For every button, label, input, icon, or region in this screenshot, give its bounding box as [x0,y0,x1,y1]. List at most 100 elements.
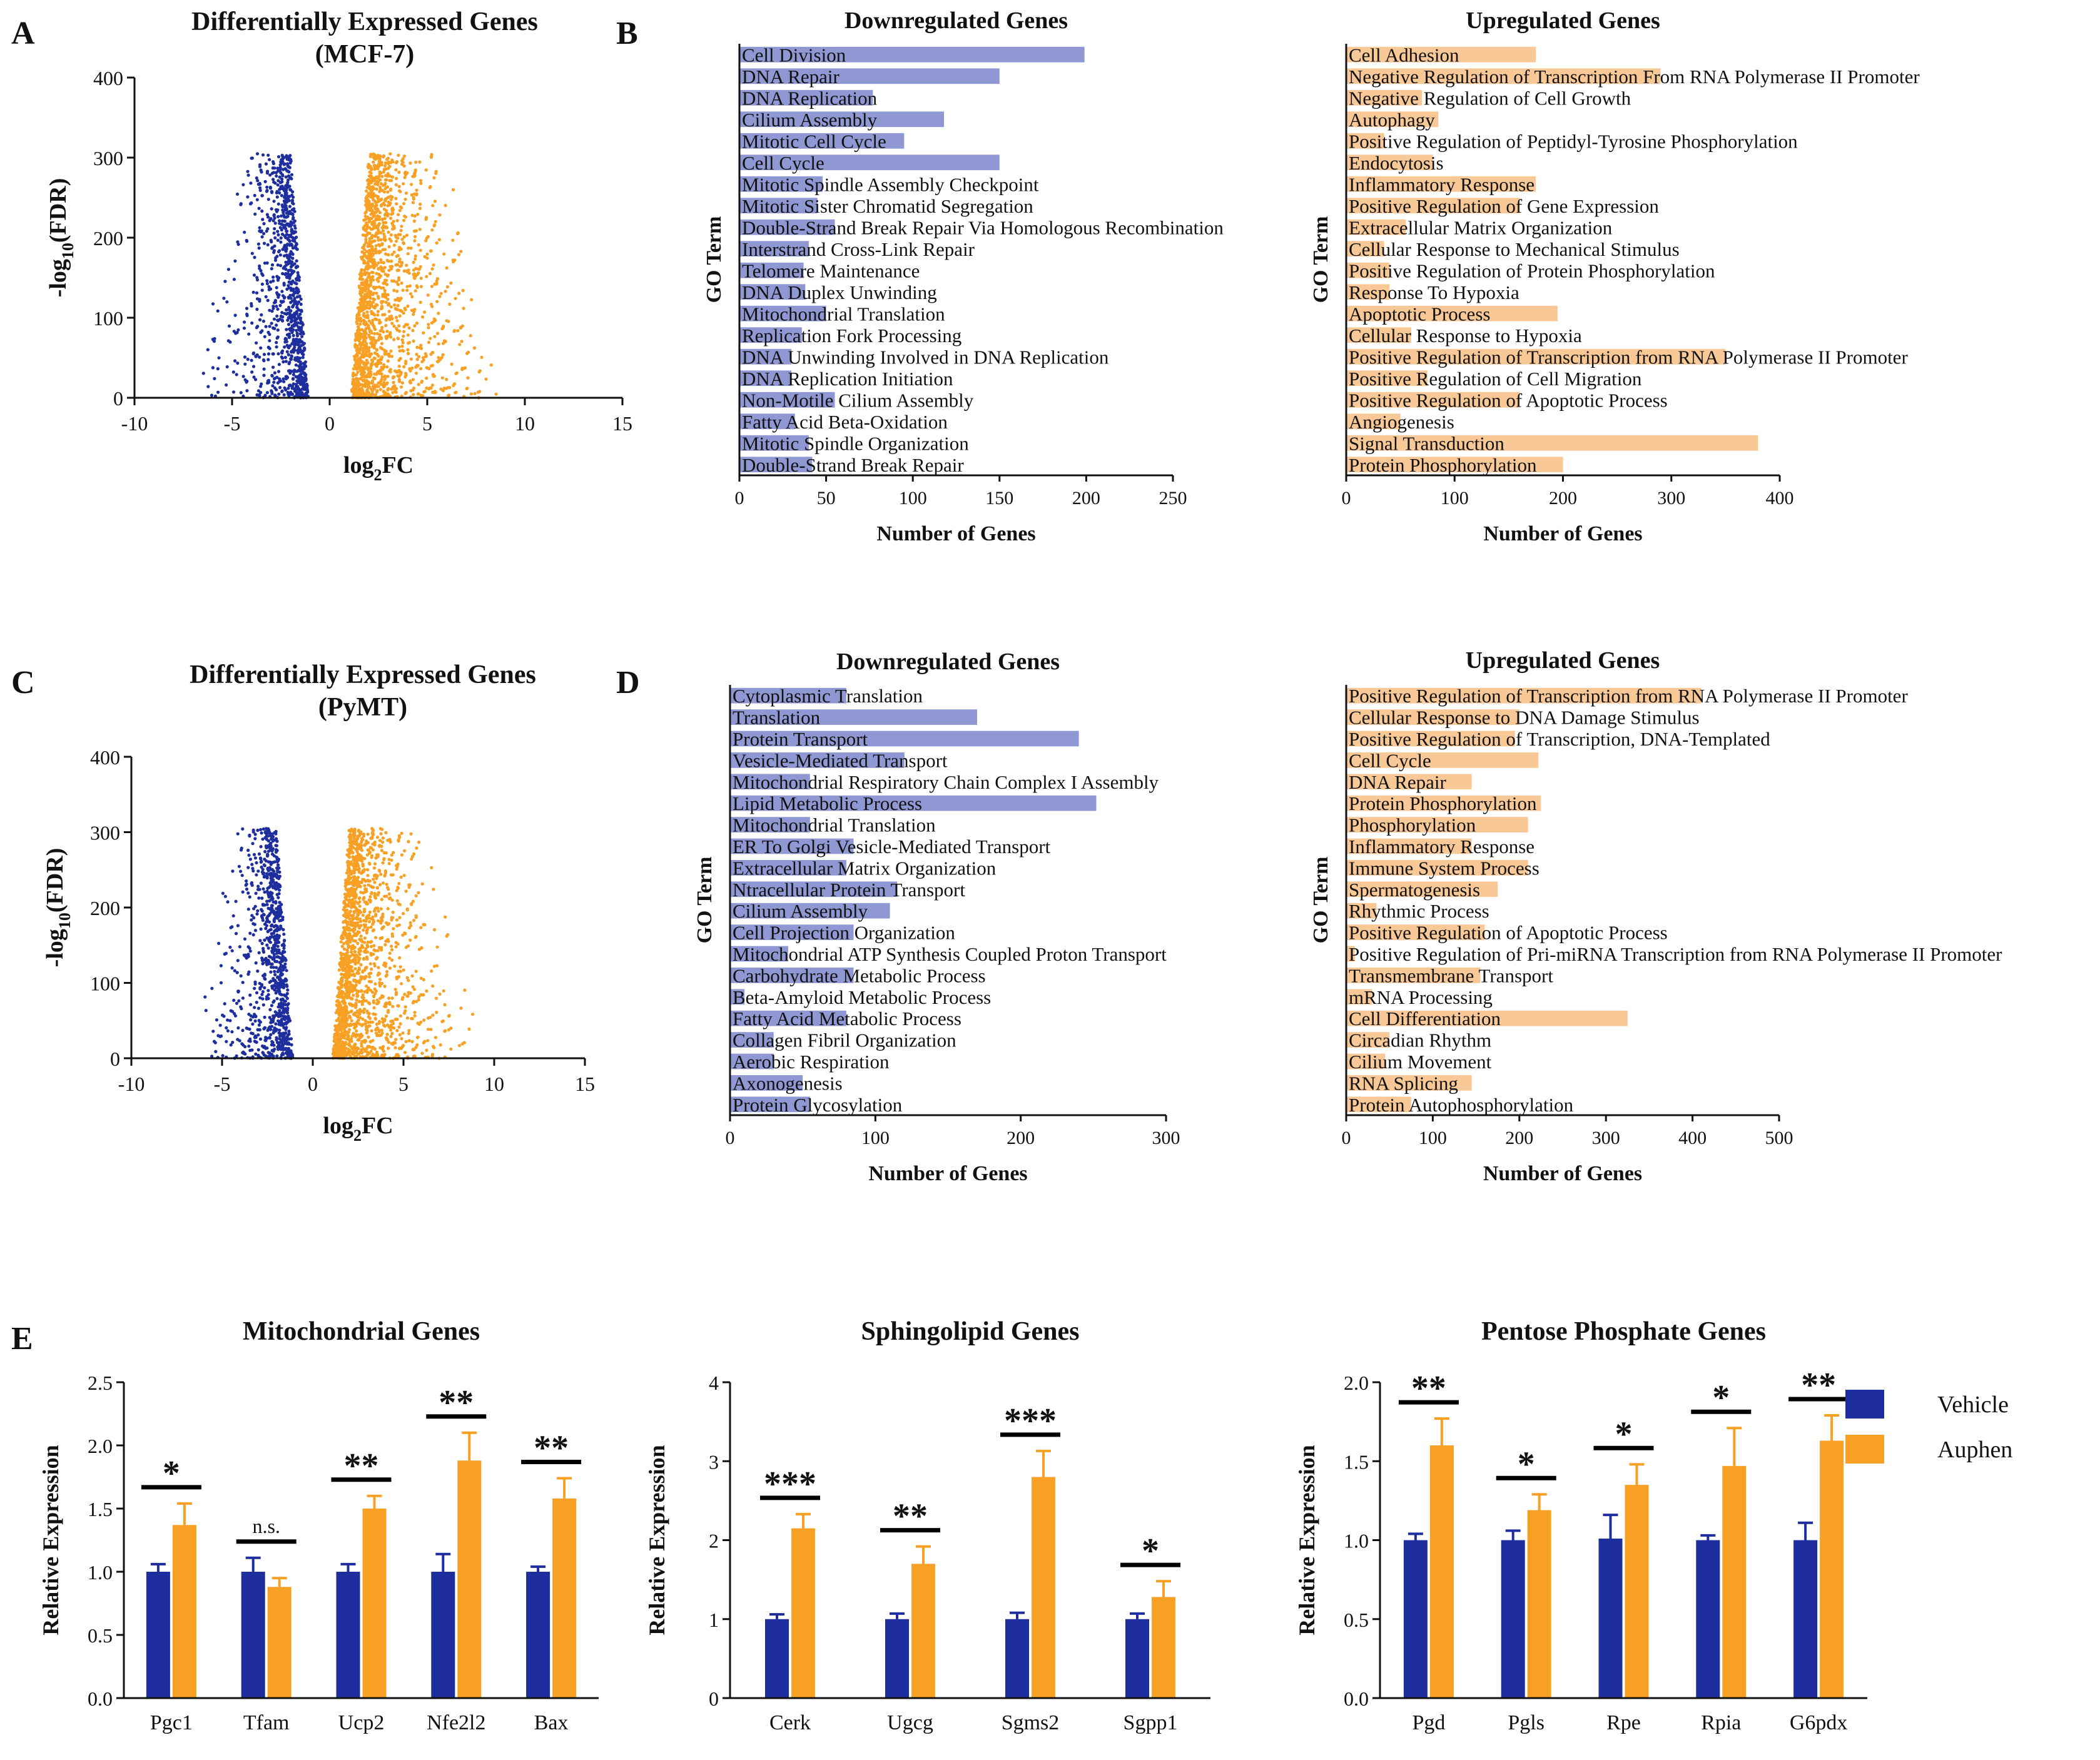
up-gene-point [462,1041,466,1044]
down-gene-point [262,373,266,377]
go-term-label: Mitochondrial Translation [742,303,945,325]
up-gene-point [411,985,415,989]
panel-label-d: D [616,665,640,700]
up-gene-point [337,991,342,994]
up-gene-point [353,343,357,346]
down-gene-point [292,333,295,338]
up-gene-point [395,202,398,206]
up-gene-point [430,305,434,308]
x-tick-label: 250 [1159,488,1187,508]
up-gene-point [432,374,435,378]
up-gene-point [441,1019,445,1023]
up-gene-point [395,370,398,374]
up-gene-point [353,974,357,978]
down-gene-point [261,974,265,978]
down-gene-point [266,358,270,362]
up-gene-point [391,391,395,395]
up-gene-point [397,365,401,368]
down-gene-point [273,298,277,303]
down-gene-point [263,986,266,989]
down-gene-point [244,883,248,887]
up-gene-point [350,914,353,918]
go-term-label: Negative Regulation of Transcription Fro… [1349,66,1920,88]
y-tick-label: 100 [93,307,123,330]
down-gene-point [271,384,275,388]
up-gene-point [353,888,357,891]
down-gene-point [285,233,289,236]
down-gene-point [255,297,260,301]
down-gene-point [250,370,254,374]
up-gene-point [371,1039,375,1043]
up-gene-point [407,351,410,355]
down-gene-point [230,949,234,953]
down-gene-point [254,891,258,895]
up-gene-point [394,161,398,164]
down-gene-point [275,907,278,911]
up-gene-point [359,303,363,307]
down-gene-point [216,390,220,394]
up-gene-point [432,320,436,323]
up-gene-point [378,276,382,280]
down-gene-point [264,325,268,328]
up-gene-point [443,1003,447,1007]
scatter-points [203,827,475,1060]
up-gene-point [444,203,447,208]
up-gene-point [429,336,432,340]
up-gene-point [406,252,410,256]
up-gene-point [449,1026,453,1030]
up-gene-point [365,306,369,310]
up-gene-point [380,378,383,382]
down-gene-point [276,896,280,899]
up-gene-point [356,330,360,334]
up-gene-point [459,1006,463,1010]
down-gene-point [258,394,261,398]
up-gene-point [420,346,424,350]
up-gene-point [434,1036,438,1039]
up-gene-point [367,178,370,181]
go-bar [1346,241,1384,257]
up-gene-point [371,318,375,322]
up-gene-point [400,261,404,265]
up-gene-point [416,213,420,216]
up-gene-point [386,938,390,941]
up-gene-point [456,329,460,333]
down-gene-point [270,849,274,852]
down-gene-point [268,173,272,177]
down-gene-point [240,846,243,850]
down-gene-point [276,319,280,323]
down-gene-point [302,383,305,387]
up-gene-point [400,345,404,348]
down-gene-point [276,295,280,299]
up-gene-point [366,231,370,235]
down-gene-point [263,261,266,265]
down-gene-point [259,391,263,395]
down-gene-point [290,198,295,202]
x-tick-label: 0 [735,488,744,508]
up-gene-point [403,993,407,996]
up-gene-point [383,281,387,285]
up-gene-point [360,268,363,273]
up-gene-point [353,827,357,831]
down-gene-point [285,275,289,279]
up-gene-point [366,313,370,317]
y-axis-label: GO Term [1309,216,1332,303]
down-gene-point [250,862,254,866]
up-gene-point [414,1046,418,1049]
down-gene-point [278,181,283,185]
go-bar [1346,198,1520,214]
up-gene-point [383,313,387,316]
down-gene-point [230,966,234,970]
up-gene-point [358,900,362,904]
up-gene-point [360,944,364,948]
up-gene-point [398,205,403,209]
up-gene-point [395,219,399,223]
down-gene-point [241,996,245,1000]
up-gene-point [404,1039,408,1043]
down-gene-point [256,183,260,186]
down-gene-point [282,933,286,936]
up-gene-point [409,832,413,836]
up-gene-point [427,323,430,326]
down-gene-point [290,299,295,303]
down-gene-point [255,1001,258,1004]
up-gene-point [363,334,367,338]
